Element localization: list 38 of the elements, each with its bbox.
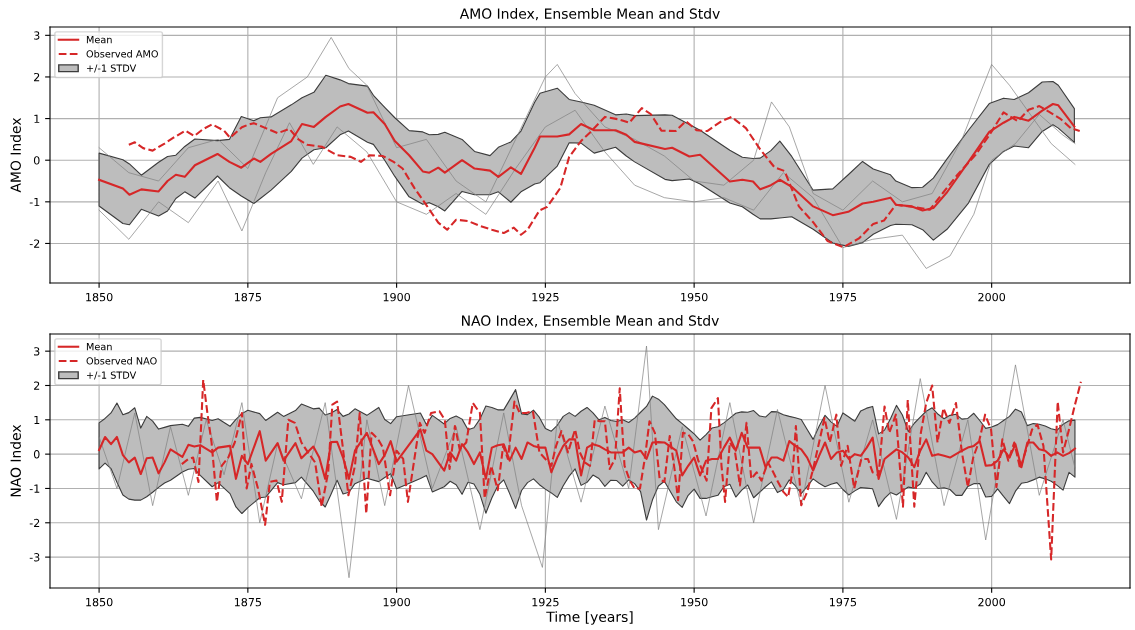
x-tick-label: 2000 — [978, 597, 1006, 607]
legend-label: +/-1 STDV — [87, 64, 137, 73]
x-tick-label: 1975 — [829, 597, 857, 607]
y-tick-label: 1 — [34, 114, 40, 123]
y-tick-label: 2 — [34, 72, 40, 82]
x-tick-label: 1925 — [532, 292, 559, 302]
legend-label: +/-1 STDV — [87, 371, 137, 380]
chart-title: NAO Index, Ensemble Mean and Stdv — [462, 315, 719, 328]
y-tick-label: 0 — [33, 450, 40, 459]
y-tick-label: 1 — [34, 415, 40, 425]
y-axis-title: NAO Index — [10, 424, 21, 497]
x-tick-label: 1975 — [829, 292, 857, 302]
x-tick-label: 1900 — [383, 597, 411, 607]
y-tick-label: -2 — [29, 239, 40, 248]
x-tick-label: 1925 — [532, 597, 559, 607]
legend-label: Observed NAO — [86, 357, 157, 365]
x-tick-label: 1950 — [681, 292, 708, 302]
y-tick-label: 3 — [34, 347, 40, 356]
x-tick-label: 2000 — [978, 292, 1006, 302]
y-tick-label: -2 — [29, 518, 40, 528]
legend-label: Observed AMO — [86, 50, 158, 58]
legend-label: Mean — [86, 343, 112, 351]
y-tick-label: -1 — [29, 197, 40, 207]
y-tick-label: -3 — [29, 553, 40, 562]
x-tick-label: 1850 — [86, 597, 113, 607]
chart-title: AMO Index, Ensemble Mean and Stdv — [459, 8, 720, 21]
x-tick-label: 1950 — [681, 597, 708, 607]
y-tick-label: 3 — [34, 31, 40, 40]
x-axis-title: Time [years] — [546, 611, 633, 625]
x-tick-label: 1900 — [383, 292, 411, 302]
y-axis-title: AMO Index — [10, 117, 21, 193]
x-tick-label: 1875 — [234, 292, 262, 302]
legend-label: Mean — [86, 36, 112, 44]
x-tick-label: 1850 — [86, 292, 113, 302]
y-tick-label: 0 — [33, 156, 40, 165]
x-tick-label: 1875 — [234, 597, 262, 607]
y-tick-label: -1 — [29, 484, 40, 493]
y-tick-label: 2 — [34, 381, 40, 390]
